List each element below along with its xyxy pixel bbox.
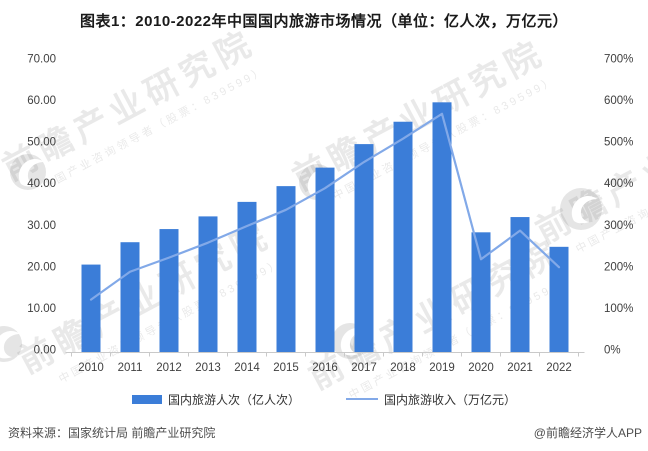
- bar-2020: [471, 232, 491, 352]
- y-axis-left-tick-label: 70.00: [27, 54, 56, 66]
- bar-2016: [315, 167, 335, 352]
- x-axis-label-2016: 2016: [312, 362, 338, 374]
- y-axis-right-tick-label: 100%: [604, 303, 633, 315]
- chart-legend: 国内旅游人次（亿人次） 国内旅游收入（万亿元）: [0, 390, 648, 408]
- legend-label-line: 国内旅游收入（万亿元）: [384, 392, 517, 407]
- x-axis-label-2013: 2013: [195, 362, 221, 374]
- bar-2010: [81, 264, 101, 352]
- data-source-text: 资料来源：国家统计局 前瞻产业研究院: [8, 426, 216, 440]
- bar-2017: [354, 144, 374, 352]
- y-axis-left-tick-label: 60.00: [27, 95, 56, 107]
- y-axis-left-tick-label: 0.00: [34, 345, 56, 357]
- credit-text: @前瞻经济学人APP: [533, 426, 642, 440]
- x-axis-label-2015: 2015: [273, 362, 299, 374]
- bar-2015: [276, 186, 296, 352]
- bar-2012: [159, 229, 179, 352]
- bar-2021: [510, 217, 530, 352]
- line-series-swatch: [346, 398, 378, 400]
- bar-2018: [393, 121, 413, 352]
- x-axis-label-2017: 2017: [351, 362, 377, 374]
- x-axis-label-2022: 2022: [546, 362, 572, 374]
- x-axis-label-2018: 2018: [390, 362, 416, 374]
- x-axis-label-2011: 2011: [118, 362, 143, 374]
- legend-item-bar: 国内旅游人次（亿人次）: [131, 391, 300, 408]
- y-axis-left-tick-label: 40.00: [27, 178, 56, 190]
- y-axis-left-tick-label: 50.00: [27, 137, 56, 149]
- y-axis-right-tick-label: 300%: [604, 220, 633, 232]
- y-axis-right-tick-label: 500%: [604, 137, 633, 149]
- y-axis-left-tick-label: 10.00: [27, 303, 56, 315]
- x-axis-label-2014: 2014: [234, 362, 260, 374]
- x-axis-label-2012: 2012: [156, 362, 182, 374]
- x-axis-label-2019: 2019: [429, 362, 455, 374]
- x-axis-label-2020: 2020: [468, 362, 494, 374]
- x-axis-label-2010: 2010: [78, 362, 104, 374]
- legend-item-line: 国内旅游收入（万亿元）: [346, 391, 516, 408]
- y-axis-left-tick-label: 20.00: [27, 261, 56, 273]
- bar-2013: [198, 216, 218, 352]
- chart-title: 图表1：2010-2022年中国国内旅游市场情况（单位：亿人次，万亿元）: [79, 13, 569, 30]
- y-axis-right-tick-label: 0%: [604, 345, 621, 357]
- legend-label-bar: 国内旅游人次（亿人次）: [167, 392, 300, 407]
- bar-2014: [237, 201, 257, 352]
- bar-series-swatch: [131, 394, 162, 404]
- y-axis-right-tick-label: 400%: [604, 178, 633, 190]
- y-axis-left-tick-label: 30.00: [27, 220, 56, 232]
- bar-2019: [432, 102, 452, 353]
- bar-2011: [120, 242, 140, 352]
- y-axis-right-tick-label: 200%: [604, 261, 633, 273]
- y-axis-right-tick-label: 600%: [604, 95, 633, 107]
- y-axis-right-tick-label: 700%: [604, 54, 633, 66]
- bar-2022: [549, 246, 569, 352]
- x-axis-label-2021: 2021: [507, 362, 533, 374]
